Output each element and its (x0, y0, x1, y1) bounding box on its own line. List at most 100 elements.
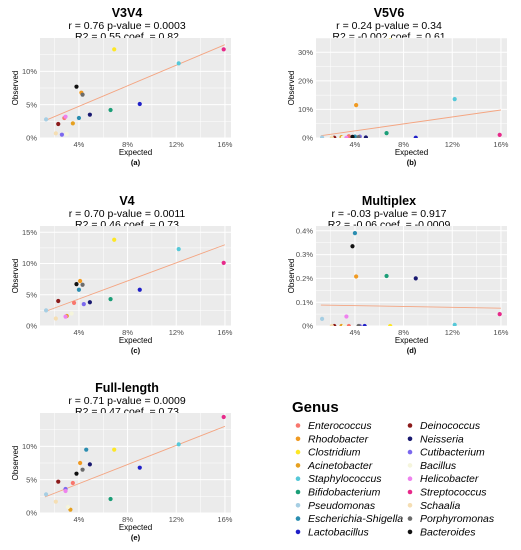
panel-title: V3V4 (112, 6, 143, 20)
legend-swatch (407, 503, 413, 508)
x-tick-label: 12% (445, 140, 460, 149)
legend-label: Lactobacillus (308, 526, 369, 538)
legend-swatch (295, 489, 301, 495)
point-deinococcus (56, 479, 61, 484)
legend-swatch (295, 529, 301, 535)
y-axis-label: Observed (11, 446, 20, 481)
x-axis-label: Expected (395, 148, 428, 157)
legend-swatch (295, 516, 301, 521)
point-lactobacillus (362, 323, 367, 326)
y-tick-label: 0% (26, 134, 37, 143)
point-neisseria (87, 112, 92, 117)
point-schaalia (53, 316, 58, 321)
legend-label: Cutibacterium (420, 447, 485, 459)
x-tick-label: 12% (169, 140, 184, 149)
y-tick-label: 0.4% (296, 226, 313, 235)
point-bacteroides (74, 471, 79, 476)
y-axis-label: Observed (11, 71, 20, 106)
point-bacillus (340, 135, 345, 138)
legend-swatch (295, 463, 301, 468)
point-escherichia-shigella (352, 231, 358, 236)
point-lactobacillus (137, 101, 142, 107)
x-tick-label: 8% (398, 140, 409, 149)
panel-stats-line: r = 0.70 p-value = 0.0011 (69, 208, 186, 220)
points (43, 237, 226, 321)
y-tick-label: 10% (22, 442, 37, 451)
x-tick-label: 16% (493, 140, 508, 149)
x-tick-label: 16% (217, 328, 232, 337)
panel-caption: (a) (131, 158, 141, 167)
y-tick-label: 10% (298, 105, 313, 114)
legend-label: Deinococcus (420, 420, 481, 432)
point-deinococcus (56, 298, 61, 304)
y-tick-label: 10% (22, 67, 37, 76)
point-schaalia (329, 323, 334, 326)
y-tick-label: 0% (302, 322, 313, 331)
point-porphyromonas (356, 323, 361, 326)
x-tick-label: 4% (74, 140, 85, 149)
points (43, 47, 226, 137)
point-bacteroides (74, 84, 79, 89)
point-enterococcus (346, 323, 351, 326)
y-tick-label: 0% (26, 509, 37, 518)
point-staphylococcus (176, 442, 181, 447)
panel-stats-line: r = 0.71 p-value = 0.0009 (68, 395, 185, 407)
point-clostridium (388, 38, 392, 39)
legend-swatch (407, 436, 413, 442)
point-porphyromonas (356, 135, 361, 138)
point-escherichia-shigella (84, 447, 89, 452)
point-bifidobacterium (384, 273, 389, 279)
legend-swatch (407, 423, 413, 428)
legend-label: Rhodobacter (308, 433, 369, 445)
point-helicobacter (344, 135, 349, 138)
point-staphylococcus (176, 247, 181, 252)
y-axis-label: Observed (287, 259, 296, 294)
panel-title: Full-length (95, 381, 159, 395)
regression-line (44, 244, 226, 313)
point-clostridium (388, 323, 393, 326)
point-schaalia (53, 499, 58, 504)
y-tick-label: 0% (302, 134, 313, 143)
point-porphyromonas (80, 282, 85, 287)
legend-label: Clostridium (308, 447, 361, 459)
point-porphyromonas (80, 467, 85, 472)
point-porphyromonas (80, 92, 85, 97)
point-bifidobacterium (108, 297, 113, 302)
legend-label: Acinetobacter (307, 460, 373, 472)
panel-title: Multiplex (362, 194, 416, 208)
panel-caption: (e) (131, 533, 141, 542)
x-axis-label: Expected (119, 148, 152, 157)
x-tick-label: 16% (217, 515, 232, 524)
legend-label: Porphyromonas (420, 513, 495, 525)
point-enterococcus (71, 300, 77, 305)
y-tick-label: 20% (298, 76, 313, 85)
point-acinetobacter (70, 121, 75, 126)
points (319, 38, 502, 138)
x-tick-label: 4% (74, 328, 85, 337)
point-bifidobacterium (384, 131, 389, 136)
panel-caption: (c) (131, 346, 141, 355)
panel-stats-line: r = -0.03 p-value = 0.917 (332, 208, 447, 220)
legend-swatch (407, 476, 413, 482)
legend-label: Escherichia-Shigella (308, 513, 403, 525)
point-cutibacterium (81, 302, 86, 307)
y-tick-label: 0.1% (296, 298, 313, 307)
legend-label: Enterococcus (308, 420, 372, 432)
y-tick-label: 5% (26, 475, 37, 484)
points (43, 414, 226, 512)
point-neisseria (87, 300, 92, 305)
point-bacillus (65, 504, 71, 510)
point-pseudomonas (43, 492, 49, 497)
point-helicobacter (63, 314, 68, 319)
point-clostridium (112, 47, 117, 52)
legend-swatch (407, 449, 413, 455)
regression-line (44, 425, 226, 498)
x-tick-label: 8% (122, 140, 133, 149)
point-helicobacter (344, 314, 349, 319)
x-tick-label: 16% (217, 140, 232, 149)
point-schaalia (329, 135, 334, 138)
